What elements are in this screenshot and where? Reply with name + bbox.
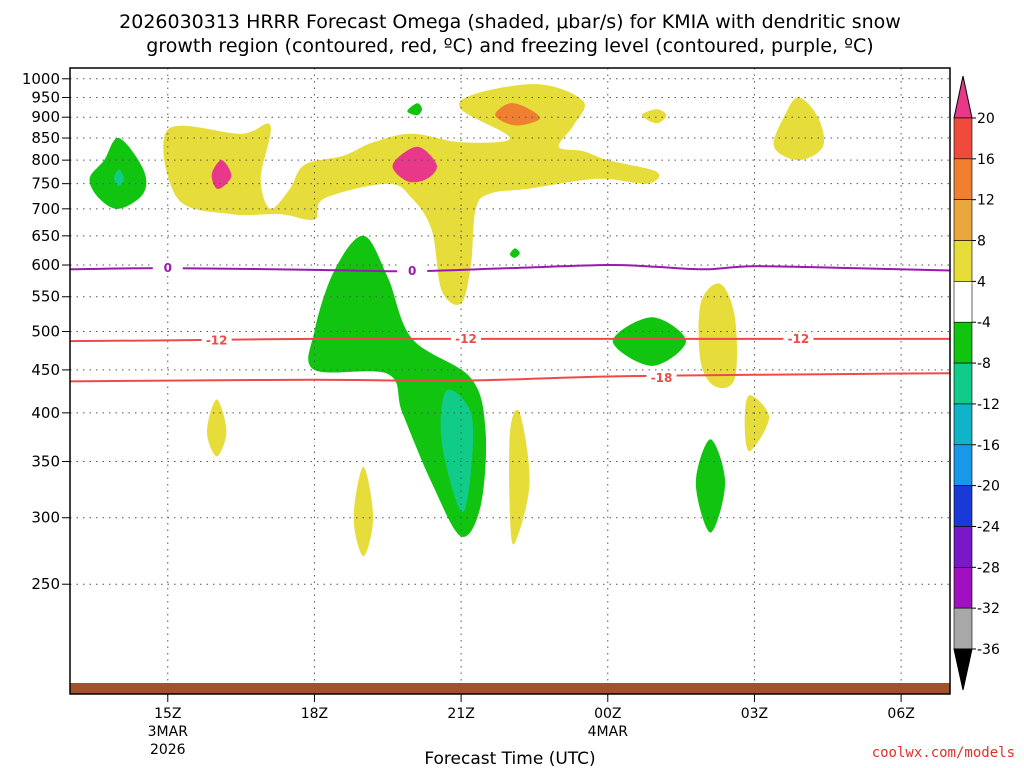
shade-green-cell-mid — [612, 317, 686, 366]
colorbar-label-8: -16 — [977, 438, 1000, 454]
colorbar-label-1: 16 — [977, 152, 995, 168]
shade-sinking-cell-left — [206, 399, 227, 457]
contour-label-2: -12 — [455, 332, 477, 346]
colorbar-box-8 — [953, 403, 973, 446]
contour-label-3: -12 — [788, 332, 810, 346]
contour-label-0: -18 — [651, 371, 673, 385]
xtick-date-15Z: 3MAR — [148, 724, 189, 740]
xtick-label-15Z: 15Z — [154, 706, 181, 722]
shade-sinking-cell-upper-mid — [509, 409, 530, 545]
ground-surface — [70, 683, 950, 694]
omega-shading — [89, 84, 825, 557]
x-axis-ticks: 15Z 3MAR 2026 18Z 21Z 00Z 4MAR 03Z 06Z — [148, 694, 915, 758]
shade-green-cell-upper-right — [695, 439, 726, 533]
shade-sinking-core-left — [211, 160, 232, 189]
shade-sinking-band-right — [698, 283, 738, 389]
chart-title-line1: 2026030313 HRRR Forecast Omega (shaded, … — [119, 11, 901, 33]
colorbar-label-2: 12 — [977, 193, 995, 209]
ytick-label-600: 600 — [31, 256, 60, 274]
colorbar-label-6: -8 — [977, 356, 991, 372]
x-axis-label: Forecast Time (UTC) — [424, 749, 595, 768]
ytick-label-650: 650 — [31, 227, 60, 245]
xtick-year-15Z: 2026 — [150, 742, 186, 758]
shade-sinking-cell-right-top — [744, 395, 770, 452]
contour-lines: -18 -12 -12 -12 0 0 — [69, 261, 951, 386]
ytick-label-1000: 1000 — [22, 70, 60, 88]
ytick-label-750: 750 — [31, 175, 60, 193]
contour-label-bg-3 — [783, 331, 814, 346]
colorbar-label-9: -20 — [977, 479, 1000, 495]
contour-label-bg-0 — [646, 371, 677, 386]
contour-label-bg-4 — [152, 261, 183, 276]
contour-label-bg-1 — [201, 333, 232, 348]
contour-label-5: 0 — [408, 264, 416, 278]
shade-green-speck — [510, 248, 520, 258]
colorbar-box-1 — [953, 117, 973, 160]
ytick-label-500: 500 — [31, 322, 60, 340]
colorbar-box-6 — [953, 321, 973, 364]
ytick-label-450: 450 — [31, 361, 60, 379]
shade-sinking-cell-upper-left — [353, 466, 374, 557]
shade-sinking-core-low — [495, 103, 540, 126]
shade-sinking-cell-far-right — [773, 97, 825, 161]
xtick-label-18Z: 18Z — [301, 706, 328, 722]
xtick-label-00Z: 00Z — [594, 706, 621, 722]
colorbar-box-3 — [953, 199, 973, 241]
ytick-label-800: 800 — [31, 151, 60, 169]
contour-label-bg-2 — [451, 331, 481, 346]
shade-sinking-speck — [642, 109, 667, 124]
contour-freezing-level — [69, 263, 951, 273]
colorbar-box-13 — [953, 607, 973, 650]
colorbar: 20 16 12 8 4 -4 -8 -12 -16 -20 -24 -28 -32 -36 — [953, 75, 1000, 691]
chart-title-line2: growth region (contoured, red, ºC) and f… — [146, 35, 873, 57]
plot-frame — [69, 67, 951, 695]
colorbar-label-4: 4 — [977, 274, 986, 290]
y-axis-ticks: 250 300 350 400 450 500 550 600 650 700 750 800 850 9… — [22, 70, 70, 593]
colorbar-label-0: 20 — [977, 111, 995, 127]
ytick-label-900: 900 — [31, 108, 60, 126]
colorbar-label-3: 8 — [977, 234, 986, 250]
colorbar-box-5 — [953, 281, 973, 323]
contour-label-1: -12 — [206, 333, 228, 347]
shade-sinking-low-level-main — [163, 84, 660, 305]
colorbar-box-11 — [953, 526, 973, 568]
xtick-label-06Z: 06Z — [887, 706, 914, 722]
colorbar-bottom-arrow — [953, 648, 973, 691]
xtick-label-03Z: 03Z — [741, 706, 768, 722]
colorbar-box-7 — [953, 362, 973, 405]
xtick-label-21Z: 21Z — [447, 706, 474, 722]
contour-dendritic-top — [69, 372, 951, 383]
credit-link[interactable]: coolwx.com/models — [872, 745, 1015, 761]
colorbar-top-arrow — [953, 75, 973, 119]
ytick-label-950: 950 — [31, 88, 60, 106]
colorbar-label-11: -28 — [977, 560, 1000, 576]
colorbar-label-13: -36 — [977, 642, 1000, 658]
ytick-label-350: 350 — [31, 453, 60, 471]
colorbar-label-7: -12 — [977, 397, 1000, 413]
ytick-label-700: 700 — [31, 200, 60, 218]
ytick-label-550: 550 — [31, 288, 60, 306]
shade-sinking-core-mid — [392, 146, 437, 183]
colorbar-box-4 — [953, 240, 973, 282]
colorbar-box-9 — [953, 444, 973, 486]
colorbar-label-5: -4 — [977, 315, 991, 331]
shade-green-cell-low-left-core — [114, 169, 124, 187]
xtick-date-00Z: 4MAR — [588, 724, 629, 740]
contour-label-4: 0 — [164, 261, 172, 275]
shade-upward-motion-core — [440, 389, 474, 513]
ytick-label-850: 850 — [31, 129, 60, 147]
colorbar-box-12 — [953, 567, 973, 609]
plot-area: -18 -12 -12 -12 0 0 — [69, 67, 951, 695]
colorbar-label-12: -32 — [977, 601, 1000, 617]
colorbar-box-2 — [953, 158, 973, 200]
ytick-label-300: 300 — [31, 509, 60, 527]
shade-green-speck-low — [407, 103, 422, 116]
ytick-label-400: 400 — [31, 404, 60, 422]
contour-label-bg-5 — [397, 264, 428, 279]
ytick-label-250: 250 — [31, 575, 60, 593]
colorbar-box-10 — [953, 485, 973, 527]
colorbar-label-10: -24 — [977, 519, 1000, 535]
